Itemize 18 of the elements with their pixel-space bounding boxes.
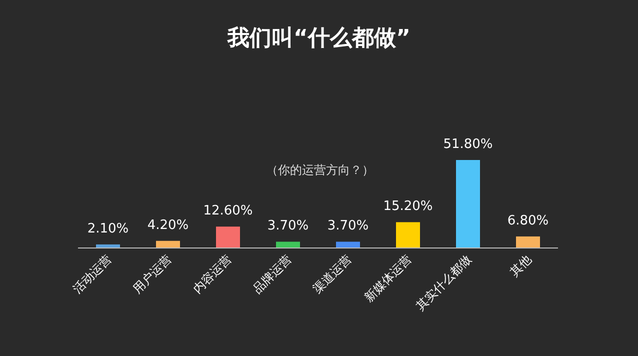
category-label: 其他: [507, 252, 534, 280]
category-label: 活动运营: [70, 252, 114, 296]
value-label: 3.70%: [267, 218, 309, 234]
value-label: 3.70%: [327, 218, 369, 234]
annotation: （你的运营方向？）: [266, 163, 374, 177]
category-label: 新媒体运营: [362, 252, 414, 305]
value-label: 4.20%: [147, 218, 189, 233]
category-label: 渠道运营: [310, 252, 354, 296]
category-label: 内容运营: [190, 252, 234, 296]
value-label: 15.20%: [383, 199, 433, 214]
category-label: 用户运营: [130, 252, 174, 296]
value-label: 51.80%: [443, 137, 493, 152]
title: 我们叫“什么都做”: [228, 26, 410, 51]
value-label: 2.10%: [87, 221, 129, 236]
category-label: 品牌运营: [250, 252, 294, 296]
category-label: 其实什么都做: [413, 252, 474, 314]
value-label: 6.80%: [507, 213, 549, 228]
value-label: 12.60%: [203, 204, 253, 219]
